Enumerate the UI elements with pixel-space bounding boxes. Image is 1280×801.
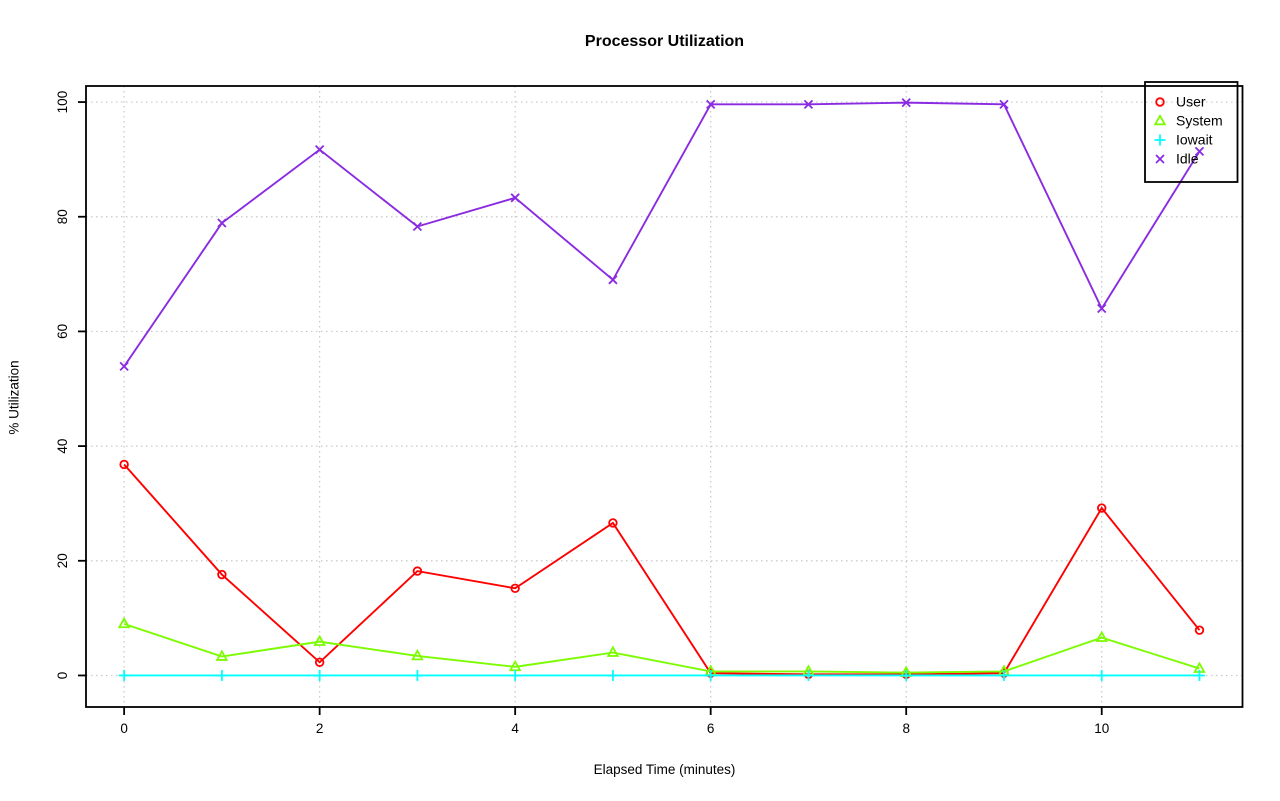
y-tick-label: 100 xyxy=(55,91,70,114)
x-tick-label: 0 xyxy=(120,721,128,736)
series-marker-system xyxy=(1095,630,1109,642)
series-marker-idle xyxy=(1194,146,1205,157)
series-marker-system xyxy=(313,634,326,646)
legend-label-idle: Idle xyxy=(1176,151,1199,167)
series-marker-user xyxy=(314,657,325,667)
series-marker-idle xyxy=(412,221,423,232)
series-marker-user xyxy=(412,566,423,576)
series-marker-system xyxy=(606,645,620,657)
series-marker-user xyxy=(1194,625,1205,635)
y-tick-label: 20 xyxy=(55,553,70,568)
series-line-idle xyxy=(123,101,1201,367)
plot-border xyxy=(85,85,1244,708)
series-line-user xyxy=(123,463,1201,676)
x-tick-label: 6 xyxy=(707,721,715,736)
chart-title: Processor Utilization xyxy=(584,33,745,50)
series-marker-system xyxy=(215,649,229,661)
y-tick-label: 40 xyxy=(55,439,70,454)
y-tick-label: 0 xyxy=(55,672,70,680)
legend-label-user: User xyxy=(1176,94,1206,110)
series-marker-idle xyxy=(999,99,1009,109)
series-marker-system xyxy=(411,648,424,661)
legend-marker-user xyxy=(1155,97,1165,107)
series-marker-user xyxy=(510,583,520,594)
legend-marker-idle xyxy=(1155,154,1165,164)
series-marker-user xyxy=(119,459,129,470)
series-marker-system xyxy=(117,616,131,629)
legend-label-iowait: Iowait xyxy=(1176,132,1213,148)
series-marker-user xyxy=(1097,503,1107,513)
legend-label-system: System xyxy=(1176,113,1223,129)
series-marker-user xyxy=(217,569,227,580)
series-marker-user xyxy=(608,518,618,528)
series-marker-idle xyxy=(119,361,129,372)
legend-marker-system xyxy=(1153,113,1167,126)
y-tick-label: 60 xyxy=(55,324,70,339)
legend-box xyxy=(1144,81,1239,183)
y-tick-label: 80 xyxy=(55,209,70,224)
series-marker-idle xyxy=(217,218,227,228)
x-tick-label: 8 xyxy=(902,721,910,736)
x-tick-label: 10 xyxy=(1094,721,1109,736)
series-line-system xyxy=(123,622,1200,674)
series-marker-idle xyxy=(1097,303,1107,314)
series-marker-idle xyxy=(510,193,520,203)
x-axis-label: Elapsed Time (minutes) xyxy=(593,762,736,777)
series-marker-idle xyxy=(315,145,325,155)
x-tick-label: 4 xyxy=(511,721,519,736)
series-marker-idle xyxy=(608,275,618,285)
series-marker-idle xyxy=(901,97,911,108)
series-marker-idle xyxy=(706,99,716,109)
series-marker-idle xyxy=(803,99,814,109)
x-tick-label: 2 xyxy=(316,721,324,736)
